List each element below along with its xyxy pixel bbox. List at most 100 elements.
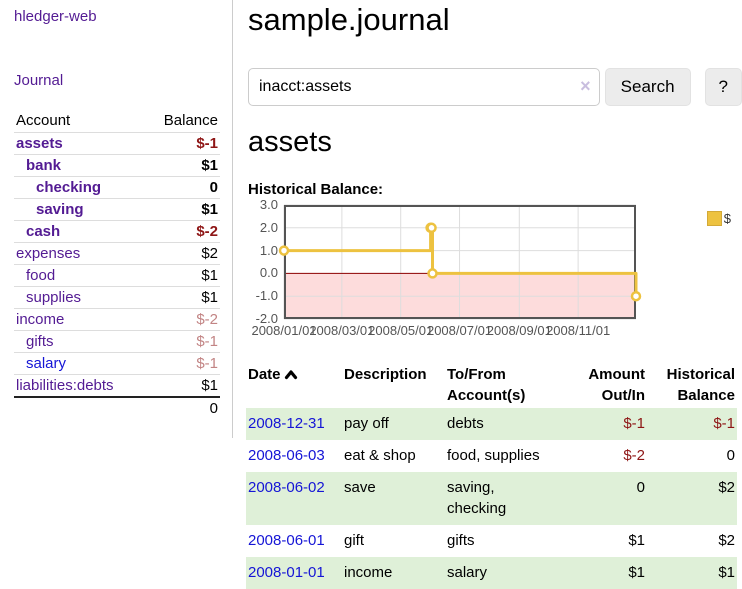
accounts-total-value: 0 — [209, 400, 218, 417]
account-link-assets[interactable]: assets — [16, 135, 63, 152]
y-axis-tick-label: 1.0 — [259, 242, 278, 258]
account-link-salary[interactable]: salary — [26, 355, 67, 372]
account-balance: $1 — [201, 377, 218, 394]
account-balance: $1 — [201, 157, 218, 174]
page-title: sample.journal — [248, 2, 450, 37]
transaction-description: eat & shop — [344, 446, 416, 464]
transaction-amount: $-1 — [623, 414, 645, 432]
transaction-accounts: salary — [447, 563, 488, 581]
transaction-row: 2008-06-01 gift gifts $1 $2 — [246, 525, 737, 557]
account-link-checking[interactable]: checking — [36, 179, 102, 196]
account-heading: assets — [248, 125, 332, 158]
account-link-income[interactable]: income — [16, 311, 65, 328]
account-link-liabilities:debts[interactable]: liabilities:debts — [16, 377, 114, 394]
account-row: liabilities:debts $1 — [14, 374, 220, 398]
chart-plot-area — [278, 204, 642, 320]
transaction-balance: $2 — [718, 478, 735, 496]
account-balance: $2 — [201, 245, 218, 262]
historical-balance-chart: 3.0 2.0 1.0 0.0 -1.0 -2.0 2008/01/01 2008/03/0… — [248, 197, 742, 345]
account-name-cell: food — [14, 265, 145, 287]
transaction-date-link[interactable]: 2008-06-02 — [248, 478, 325, 496]
x-axis-tick-label: 2008/05/01 — [368, 322, 434, 338]
transaction-date-link[interactable]: 2008-06-03 — [248, 446, 325, 464]
account-row: assets $-1 — [14, 132, 220, 155]
account-row: checking 0 — [14, 176, 220, 199]
accounts-header-row: Account Balance — [14, 109, 220, 133]
transaction-date-link[interactable]: 2008-12-31 — [248, 414, 325, 432]
sort-ascending-icon — [284, 365, 298, 386]
transaction-amount: 0 — [636, 478, 645, 496]
account-row: saving $1 — [14, 198, 220, 221]
transaction-accounts: saving, checking — [447, 478, 507, 517]
clear-search-icon[interactable]: × — [580, 75, 591, 96]
transaction-row: 2008-06-03 eat & shop food, supplies $-2 0 — [246, 440, 737, 472]
transaction-description: pay off — [344, 414, 389, 432]
transaction-accounts: food, supplies — [447, 446, 540, 464]
app-title-link[interactable]: hledger-web — [14, 8, 97, 25]
account-name-cell: saving — [14, 199, 145, 221]
account-row: food $1 — [14, 264, 220, 287]
register-table-head: Date Description To/From Account(s) Amou… — [246, 362, 737, 408]
register-header-accounts: To/From Account(s) — [447, 365, 526, 404]
account-row: expenses $2 — [14, 242, 220, 265]
search-input[interactable] — [248, 67, 600, 106]
account-link-supplies[interactable]: supplies — [26, 289, 82, 306]
transaction-date-cell: 2008-06-01 — [246, 525, 342, 557]
search-button[interactable]: Search — [604, 67, 691, 106]
account-balance: $-2 — [196, 223, 218, 240]
accounts-total-row: 0 — [14, 397, 220, 419]
x-axis-tick-label: 2008/01/01 — [251, 322, 317, 338]
transaction-accounts: debts — [447, 414, 484, 432]
register-table-body: 2008-12-31 pay off debts $-1 $-1 2008-06-03 ea… — [246, 407, 737, 589]
chart-title: Historical Balance: — [248, 180, 384, 198]
transaction-amount: $1 — [628, 531, 645, 549]
account-link-bank[interactable]: bank — [26, 157, 62, 174]
account-name-cell: checking — [14, 177, 145, 199]
legend-label: $ — [723, 210, 731, 226]
account-row: supplies $1 — [14, 286, 220, 309]
account-balance: $-1 — [196, 333, 218, 350]
legend-swatch-icon — [706, 210, 722, 226]
transaction-description: income — [344, 563, 393, 581]
y-axis-tick-label: -1.0 — [255, 288, 278, 304]
account-link-saving[interactable]: saving — [36, 201, 84, 218]
accounts-total-spacer — [14, 397, 145, 419]
x-axis-tick-label: 2008/07/01 — [426, 322, 493, 338]
x-axis-tick-label: 2008/03/01 — [309, 322, 375, 338]
transaction-date-cell: 2008-01-01 — [246, 557, 342, 589]
transaction-row: 2008-01-01 income salary $1 $1 — [246, 556, 737, 589]
y-axis-tick-label: 0.0 — [259, 265, 278, 281]
account-link-food[interactable]: food — [26, 267, 56, 284]
transaction-amount: $-2 — [623, 446, 645, 464]
x-axis-tick-label: 2008/11/01 — [546, 322, 611, 338]
transaction-amount: $1 — [628, 563, 645, 581]
transaction-balance: 0 — [726, 446, 735, 464]
account-link-cash[interactable]: cash — [26, 223, 61, 240]
transaction-accounts: gifts — [447, 531, 475, 549]
transaction-description: gift — [344, 531, 365, 549]
sidebar-item-journal[interactable]: Journal — [14, 72, 64, 89]
account-row: gifts $-1 — [14, 330, 220, 353]
transaction-date-cell: 2008-12-31 — [246, 408, 342, 440]
y-axis-tick-label: 3.0 — [259, 196, 278, 212]
account-balance: $1 — [201, 289, 218, 306]
x-axis-tick-label: 2008/09/01 — [486, 322, 552, 338]
search-bar: × Search ? — [248, 67, 742, 106]
transaction-row: 2008-06-02 save saving, checking 0 $2 — [246, 471, 737, 525]
account-name-cell: liabilities:debts — [14, 375, 145, 398]
transaction-date-link[interactable]: 2008-06-01 — [248, 531, 325, 549]
main-content: sample.journal × Search ? assets Histori… — [246, 0, 742, 589]
account-balance: $-1 — [196, 135, 218, 152]
register-header-date[interactable]: Date — [246, 362, 342, 408]
account-row: bank $1 — [14, 154, 220, 177]
transaction-balance: $-1 — [713, 414, 735, 432]
transaction-row: 2008-12-31 pay off debts $-1 $-1 — [246, 407, 737, 440]
transaction-date-link[interactable]: 2008-01-01 — [248, 563, 325, 581]
account-link-expenses[interactable]: expenses — [16, 245, 81, 262]
help-button[interactable]: ? — [704, 67, 742, 106]
account-balance: $1 — [201, 201, 218, 218]
account-name-cell: gifts — [14, 331, 145, 353]
register-header-description: Description — [344, 365, 427, 383]
account-link-gifts[interactable]: gifts — [26, 333, 54, 350]
accounts-table-head: Account Balance — [14, 109, 220, 133]
